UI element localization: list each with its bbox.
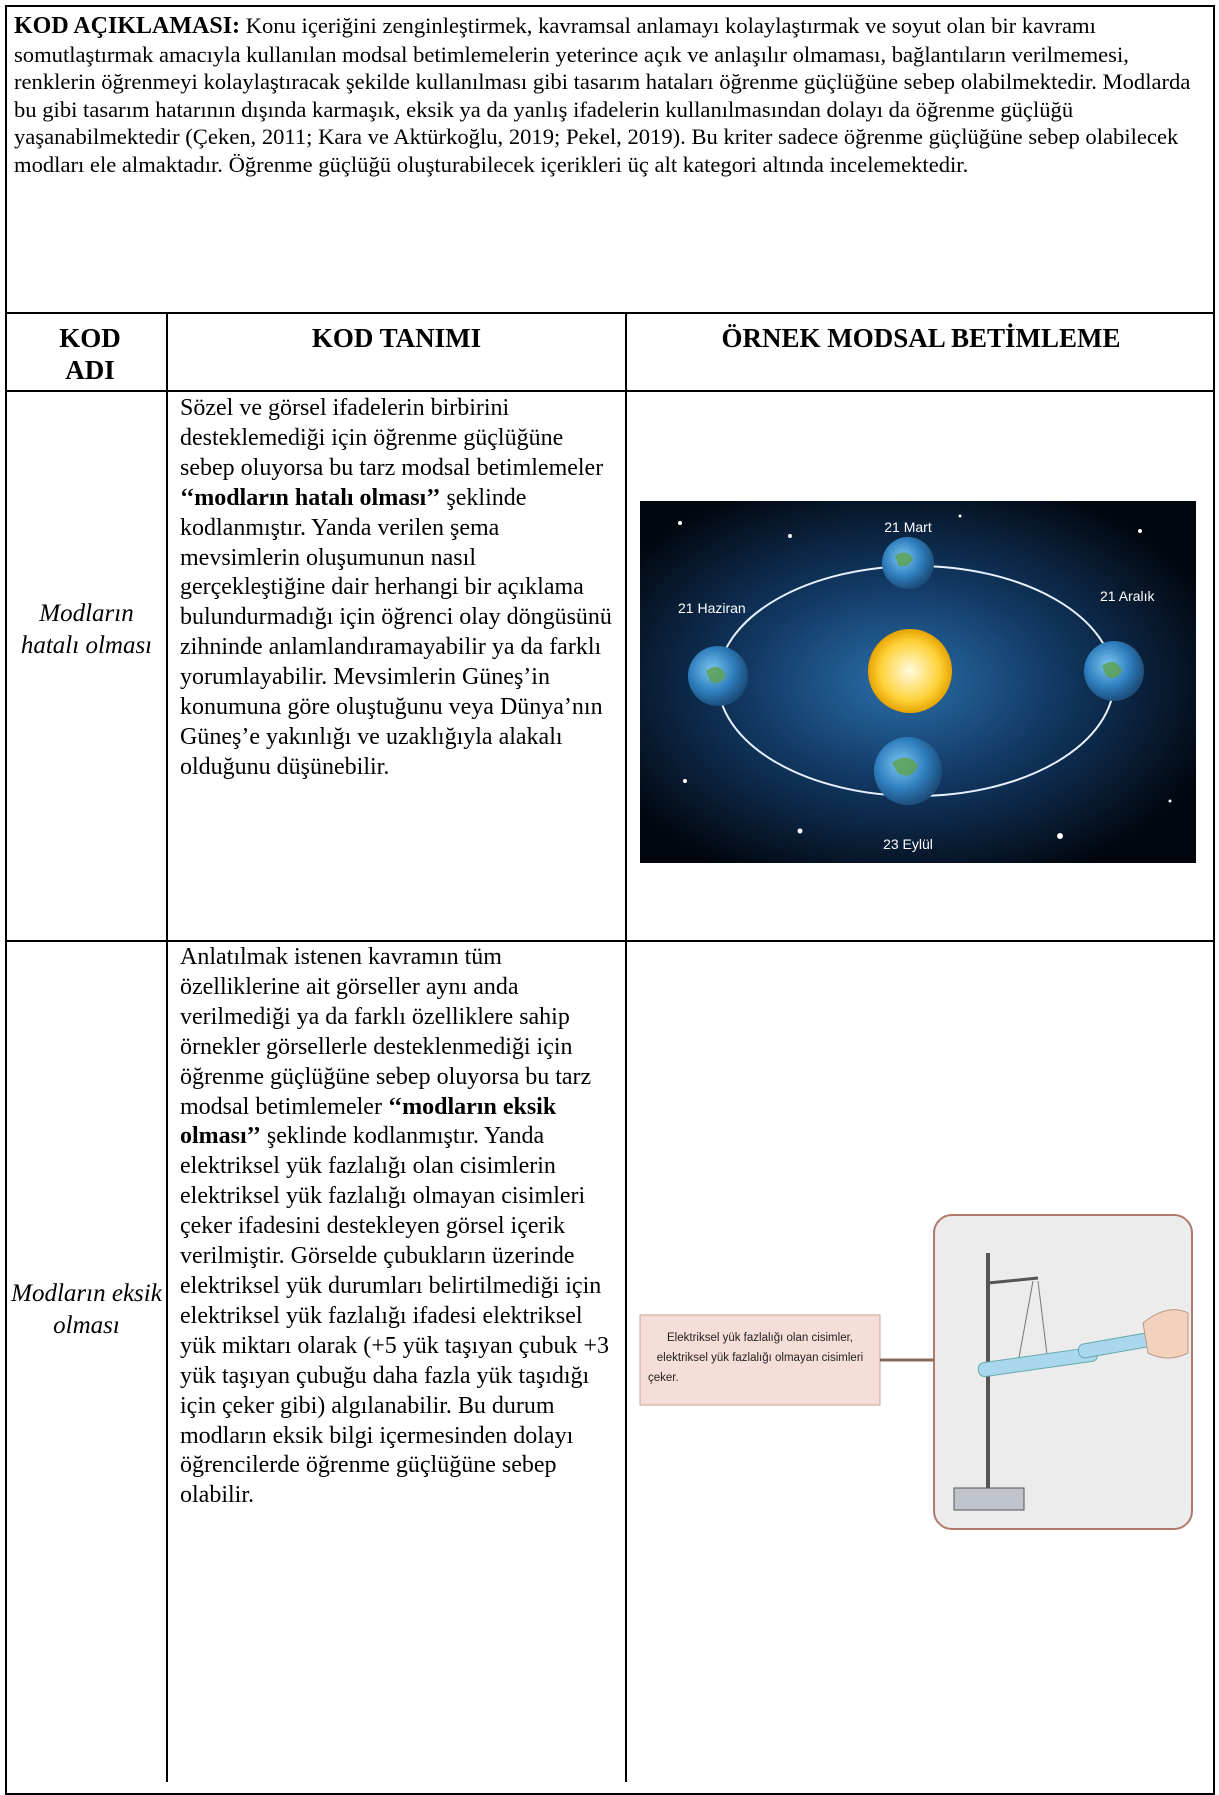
image-label: 21 Haziran (678, 600, 746, 616)
intro: KOD AÇIKLAMASI: Konu içeriğini zenginleş… (14, 12, 1206, 179)
text: Anlatılmak istenen kavramın tüm özellikl… (180, 944, 592, 1120)
intro-text: Konu içeriğini zenginleştirmek, kavramsa… (14, 13, 1191, 177)
text: şeklinde kodlanmıştır. Yanda elektriksel… (180, 1123, 609, 1509)
rule (5, 940, 1215, 942)
electric-image: Elektriksel yük fazlalığı olan cisimler,… (639, 1214, 1193, 1530)
image-label: 21 Aralık (1100, 588, 1155, 604)
intro-label: KOD AÇIKLAMASI: (14, 13, 241, 39)
code-definition: Anlatılmak istenen kavramın tüm özellikl… (180, 943, 620, 1511)
seasons-image: 21 Mart 21 Haziran 21 Aralık 23 Eylül (640, 501, 1196, 863)
header: ÖRNEK MODSAL BETİMLEME (721, 323, 1121, 353)
code-name: Modların hatalı olması (20, 600, 153, 659)
code-name: Modların eksik olması (11, 1280, 162, 1339)
bold-text: ‘‘modların hatalı olması’’ (180, 484, 441, 511)
header: KOD ADI (59, 323, 121, 385)
rule (166, 312, 168, 1782)
image-caption: çeker. (648, 1372, 679, 1384)
text: şeklinde kodlanmıştır. Yanda verilen şem… (180, 484, 612, 780)
rule (5, 390, 1215, 392)
code-definition: Sözel ve görsel ifadelerin birbirini des… (180, 394, 620, 783)
image-label: 23 Eylül (883, 836, 933, 852)
text: Sözel ve görsel ifadelerin birbirini des… (180, 395, 604, 481)
header: KOD TANIMI (311, 323, 482, 353)
image-caption: elektriksel yük fazlalığı olmayan cisiml… (657, 1352, 863, 1364)
image-caption: Elektriksel yük fazlalığı olan cisimler, (667, 1332, 853, 1344)
rule (625, 312, 627, 1782)
rule (5, 312, 1215, 314)
bold-text: ‘‘modların eksik olması’’ (180, 1093, 557, 1150)
image-label: 21 Mart (884, 519, 932, 535)
